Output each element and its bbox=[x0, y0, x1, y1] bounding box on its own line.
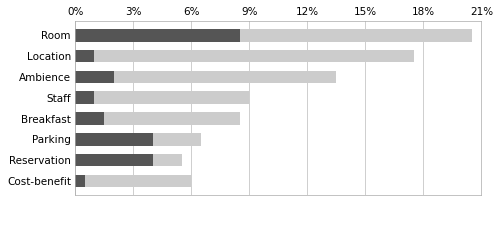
Bar bbox=[75, 112, 104, 125]
Bar bbox=[94, 91, 250, 104]
Bar bbox=[94, 50, 414, 62]
Bar bbox=[75, 154, 152, 166]
Bar bbox=[75, 29, 239, 41]
Bar bbox=[75, 133, 152, 146]
Bar bbox=[104, 112, 240, 125]
Bar bbox=[152, 154, 182, 166]
Bar bbox=[75, 71, 114, 83]
Bar bbox=[75, 175, 85, 187]
Bar bbox=[152, 133, 201, 146]
Bar bbox=[85, 175, 191, 187]
Bar bbox=[75, 91, 94, 104]
Bar bbox=[240, 29, 472, 41]
Bar bbox=[75, 50, 94, 62]
Bar bbox=[114, 71, 336, 83]
